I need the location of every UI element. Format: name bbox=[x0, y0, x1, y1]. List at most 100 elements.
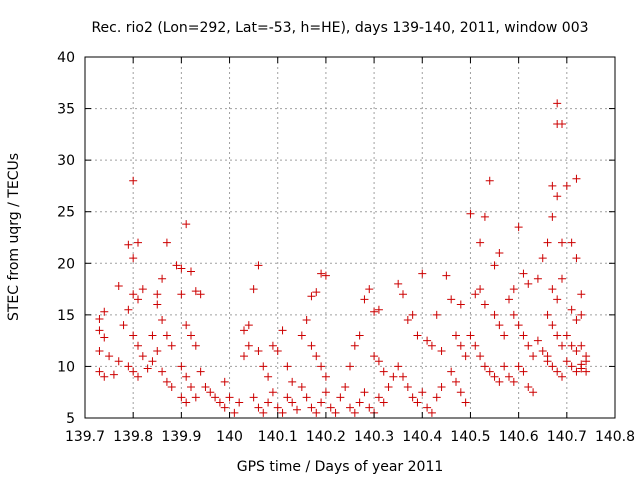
data-point bbox=[567, 238, 576, 247]
data-point bbox=[307, 341, 316, 350]
data-point bbox=[220, 403, 229, 412]
data-point bbox=[105, 352, 114, 361]
data-point bbox=[548, 321, 557, 330]
data-point bbox=[394, 362, 403, 371]
data-point bbox=[307, 403, 316, 412]
data-point bbox=[461, 398, 470, 407]
data-point bbox=[100, 333, 109, 342]
data-point bbox=[360, 295, 369, 304]
data-point bbox=[196, 367, 205, 376]
data-point bbox=[187, 331, 195, 340]
data-point bbox=[321, 388, 330, 397]
data-point bbox=[235, 398, 244, 407]
data-point bbox=[408, 310, 417, 319]
data-point bbox=[485, 176, 494, 185]
data-point bbox=[480, 300, 489, 309]
data-point bbox=[505, 372, 513, 381]
data-point bbox=[268, 341, 277, 350]
data-point bbox=[230, 408, 239, 417]
data-point bbox=[129, 176, 138, 185]
data-point bbox=[182, 321, 191, 330]
data-point bbox=[471, 341, 480, 350]
data-point bbox=[562, 357, 571, 366]
data-point bbox=[134, 238, 142, 247]
data-point bbox=[553, 99, 562, 108]
data-point bbox=[519, 367, 528, 376]
data-points bbox=[95, 99, 591, 417]
data-point bbox=[529, 352, 538, 361]
data-point bbox=[288, 398, 297, 407]
data-point bbox=[476, 285, 485, 294]
data-point bbox=[273, 346, 282, 355]
data-point bbox=[423, 403, 432, 412]
data-point bbox=[514, 321, 523, 330]
data-point bbox=[452, 331, 460, 340]
data-point bbox=[553, 192, 562, 201]
data-point bbox=[582, 367, 591, 376]
data-point bbox=[182, 372, 191, 381]
data-point bbox=[567, 362, 576, 371]
data-point bbox=[500, 331, 509, 340]
data-point bbox=[572, 316, 581, 325]
data-point bbox=[370, 307, 379, 316]
data-point bbox=[138, 285, 147, 294]
data-point bbox=[326, 403, 335, 412]
data-point bbox=[321, 372, 330, 381]
x-tick-label: 139.9 bbox=[161, 429, 201, 445]
data-point bbox=[129, 254, 138, 263]
y-tick-label: 30 bbox=[57, 153, 75, 169]
data-point bbox=[582, 352, 591, 361]
data-point bbox=[158, 367, 167, 376]
data-point bbox=[317, 398, 326, 407]
data-point bbox=[558, 274, 566, 283]
x-tick-label: 140.3 bbox=[354, 429, 394, 445]
data-point bbox=[553, 331, 562, 340]
data-point bbox=[572, 367, 581, 376]
data-point bbox=[519, 331, 528, 340]
data-point bbox=[273, 403, 282, 412]
data-point bbox=[283, 362, 292, 371]
data-point bbox=[158, 274, 167, 283]
data-point bbox=[399, 290, 407, 299]
data-point bbox=[177, 393, 186, 402]
data-point bbox=[297, 331, 306, 340]
data-point bbox=[432, 310, 441, 319]
data-point bbox=[278, 408, 287, 417]
data-point bbox=[259, 362, 268, 371]
data-point bbox=[331, 408, 340, 417]
data-point bbox=[567, 341, 576, 350]
data-point bbox=[211, 393, 220, 402]
data-point bbox=[355, 331, 364, 340]
x-tick-label: 140.7 bbox=[547, 429, 587, 445]
data-point bbox=[264, 372, 273, 381]
y-tick-label: 40 bbox=[57, 50, 75, 66]
x-tick-label: 139.8 bbox=[113, 429, 153, 445]
data-point bbox=[466, 209, 475, 218]
data-point bbox=[413, 331, 422, 340]
data-point bbox=[562, 181, 571, 190]
data-point bbox=[162, 377, 171, 386]
data-point bbox=[317, 362, 326, 371]
data-point bbox=[124, 362, 133, 371]
data-point bbox=[182, 220, 191, 229]
data-point bbox=[567, 305, 576, 314]
data-point bbox=[529, 388, 538, 397]
data-point bbox=[500, 362, 509, 371]
chart-title: Rec. rio2 (Lon=292, Lat=-53, h=HE), days… bbox=[91, 20, 588, 36]
data-point bbox=[215, 398, 224, 407]
data-point bbox=[514, 223, 523, 232]
data-point bbox=[495, 248, 504, 257]
data-point bbox=[225, 393, 234, 402]
data-point bbox=[374, 393, 383, 402]
data-point bbox=[317, 269, 326, 278]
data-point bbox=[201, 383, 210, 392]
data-point bbox=[577, 310, 586, 319]
data-point bbox=[191, 341, 200, 350]
x-tick-label: 140 bbox=[216, 429, 243, 445]
data-point bbox=[307, 292, 316, 301]
data-point bbox=[129, 290, 138, 299]
data-point bbox=[293, 405, 301, 414]
data-point bbox=[524, 279, 533, 288]
